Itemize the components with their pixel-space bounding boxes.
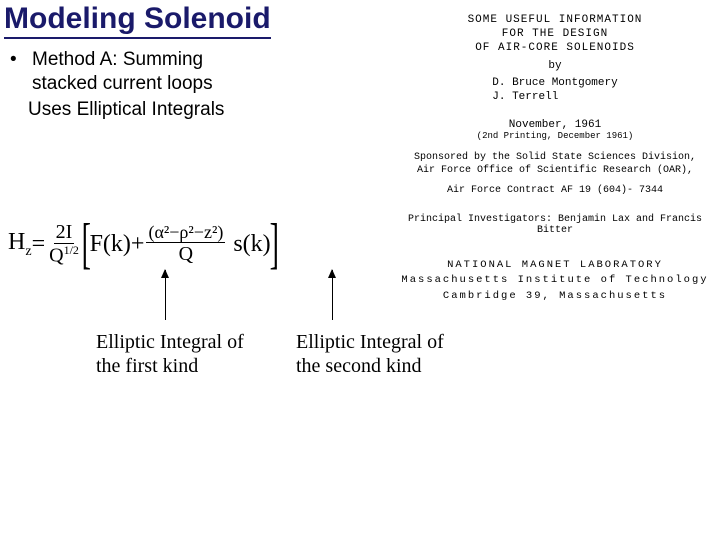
bullet-sub: Uses Elliptical Integrals: [28, 98, 224, 122]
doc-printing: (2nd Printing, December 1961): [400, 131, 710, 141]
bullet-dot: •: [10, 48, 32, 96]
eq-bracket-left: [: [82, 216, 91, 272]
eq-bracket-right: ]: [269, 216, 278, 272]
bullet-block: • Method A: Summing stacked current loop…: [10, 48, 224, 121]
document-scan: SOME USEFUL INFORMATION FOR THE DESIGN O…: [400, 14, 710, 305]
eq-equals: =: [32, 231, 46, 258]
eq-frac2: (α²−ρ²−z²) Q: [146, 223, 225, 266]
slide-title: Modeling Solenoid: [4, 2, 271, 39]
arrow-1: [165, 270, 166, 320]
doc-authors: D. Bruce Montgomery J. Terrell: [492, 76, 617, 105]
bullet-line1: Method A: Summing: [32, 49, 203, 70]
doc-by: by: [400, 60, 710, 72]
doc-heading-2: FOR THE DESIGN: [400, 28, 710, 40]
eq-s-of-k: s(k): [233, 231, 270, 258]
bullet-line2: stacked current loops: [32, 73, 213, 94]
eq-f-of-k: F(k): [90, 231, 131, 258]
doc-pi: Principal Investigators: Benjamin Lax an…: [400, 214, 710, 236]
doc-contract: Air Force Contract AF 19 (604)- 7344: [400, 185, 710, 196]
doc-heading-1: SOME USEFUL INFORMATION: [400, 14, 710, 26]
eq-lhs: Hz: [8, 229, 32, 260]
caption-first-kind: Elliptic Integral of the first kind: [96, 330, 286, 378]
eq-plus: +: [131, 231, 145, 258]
arrow-2: [332, 270, 333, 320]
doc-sponsor: Sponsored by the Solid State Sciences Di…: [400, 151, 710, 177]
doc-heading-3: OF AIR-CORE SOLENOIDS: [400, 42, 710, 54]
eq-frac1: 2I Q1/2: [47, 221, 81, 267]
doc-date: November, 1961: [400, 119, 710, 131]
equation: Hz = 2I Q1/2 [ F(k) + (α²−ρ²−z²) Q s(k) …: [8, 216, 378, 272]
doc-lab: NATIONAL MAGNET LABORATORY Massachusetts…: [400, 258, 710, 305]
caption-second-kind: Elliptic Integral of the second kind: [296, 330, 496, 378]
